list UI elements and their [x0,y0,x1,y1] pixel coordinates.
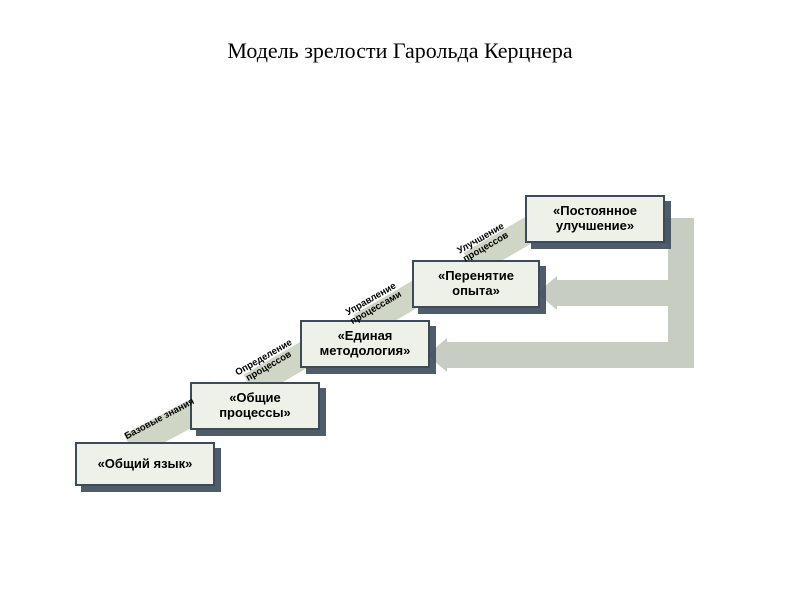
stage-1-label: «Общиепроцессы» [219,391,291,421]
stage-4-label: «Постоянноеулучшение» [553,204,637,234]
stage-2-label: «Единаяметодология» [320,329,411,359]
stage-0-label: «Общий язык» [98,457,193,472]
stage-3-label: «Перенятиеопыта» [438,269,514,299]
